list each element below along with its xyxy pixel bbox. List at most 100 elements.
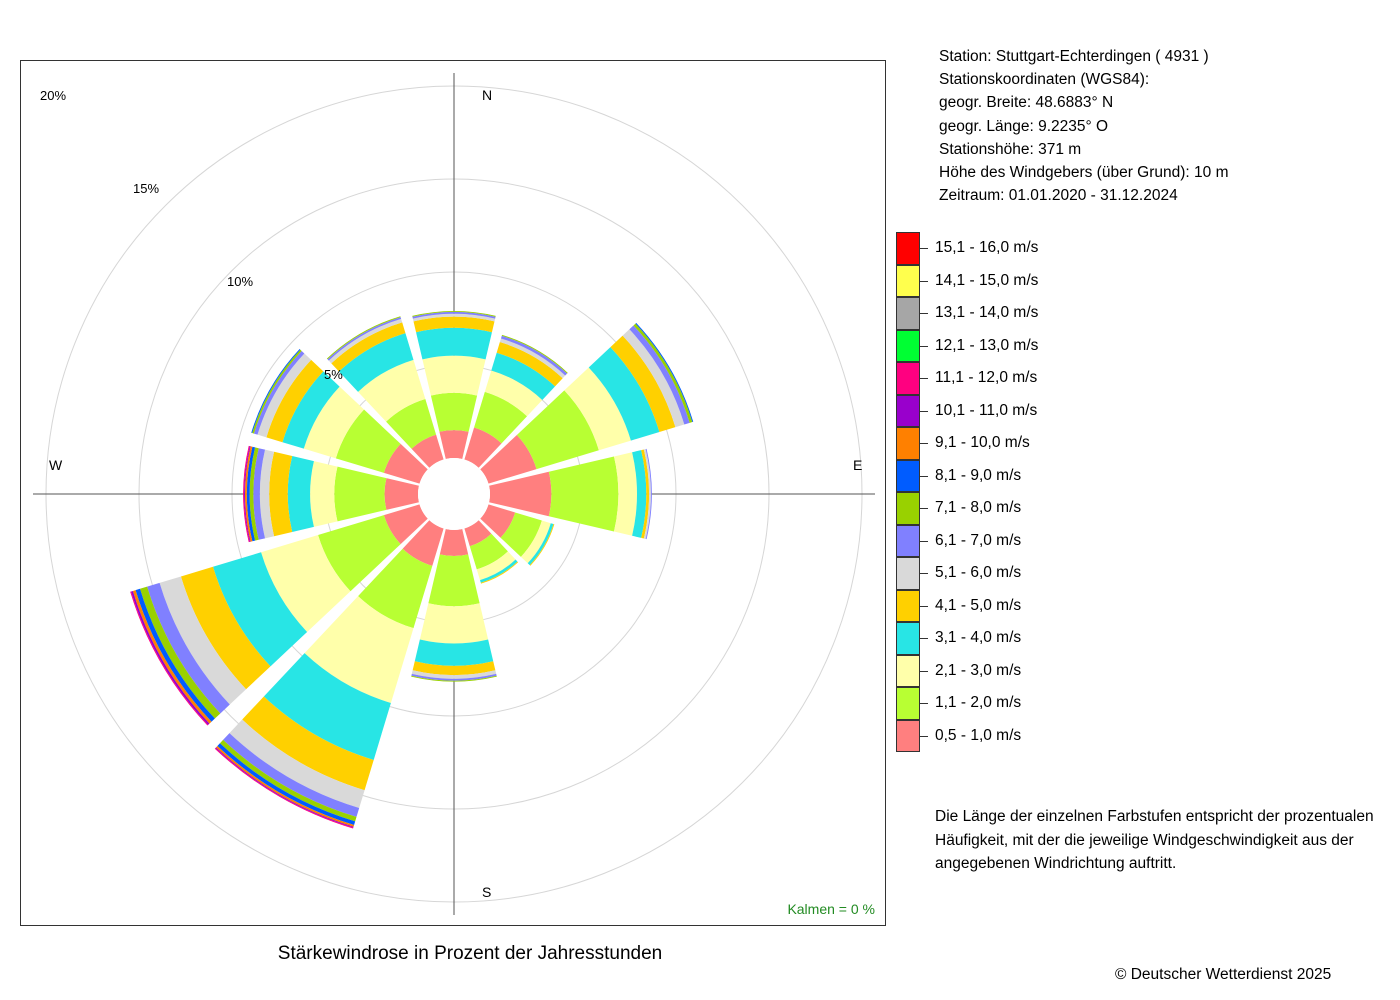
compass-n-label: N — [482, 87, 492, 103]
sector-270-speed-9 — [245, 446, 253, 542]
legend-tick — [920, 345, 928, 347]
sector-180-speed-4 — [412, 661, 496, 676]
sector-210-speed-5 — [229, 719, 365, 809]
legend-label: 1,1 - 2,0 m/s — [935, 694, 1022, 711]
legend-swatch — [896, 557, 920, 590]
sector-0-speed-1 — [430, 392, 478, 432]
legend-swatch — [896, 329, 920, 362]
sector-270-speed-5 — [259, 449, 275, 539]
sector-90-speed-4 — [641, 449, 650, 539]
legend-label: 4,1 - 5,0 m/s — [935, 596, 1022, 614]
sector-60-speed-5 — [622, 329, 685, 428]
sector-30-speed-5 — [499, 338, 566, 379]
legend-label: 7,1 - 8,0 m/s — [935, 499, 1022, 516]
sector-270-speed-7 — [249, 447, 259, 541]
sector-180-speed-1 — [428, 554, 480, 607]
legend-label: 12,1 - 13,0 m/s — [935, 336, 1039, 354]
sector-330 — [326, 316, 444, 468]
sector-330-speed-5 — [328, 318, 403, 364]
sector-270-speed-10 — [244, 446, 251, 542]
sector-0-speed-4 — [413, 316, 495, 333]
compass-e-label: E — [853, 457, 862, 473]
legend-label: 8,1 - 9,0 m/s — [935, 466, 1022, 484]
sector-30-speed-6 — [500, 335, 568, 376]
legend-tick — [920, 410, 928, 412]
sector-300-speed-3 — [282, 371, 340, 449]
explanation-note: Die Länge der einzelnen Farbstufen entsp… — [935, 808, 1374, 872]
sector-120-speed-3 — [527, 523, 554, 566]
station-info: Station: Stuttgart-Echterdingen ( 4931 )… — [939, 45, 1228, 207]
sector-150-speed-3 — [480, 559, 518, 583]
sector-60-speed-4 — [610, 335, 676, 432]
sector-270-speed-8 — [246, 446, 256, 542]
ring-label-20: 20% — [40, 88, 66, 103]
sector-330-speed-1 — [386, 399, 437, 449]
legend-label: 3,1 - 4,0 m/s — [935, 629, 1022, 646]
time-period: Zeitraum: 01.01.2020 - 31.12.2024 — [939, 187, 1178, 205]
compass-w-label: W — [49, 457, 63, 473]
station-coordinates-heading: Stationskoordinaten (WGS84): — [939, 71, 1150, 89]
legend-tick — [920, 605, 928, 607]
labels-layer: N E S W 5% 10% 15% 20% Kalmen = 0 % — [40, 87, 875, 917]
sector-240-speed-7 — [139, 586, 221, 719]
legend-swatch — [896, 427, 920, 460]
sector-60-speed-0 — [480, 434, 537, 484]
legend-swatch — [896, 232, 920, 265]
sector-0-speed-2 — [422, 355, 486, 396]
sector-240-speed-2 — [261, 535, 351, 632]
sector-300-speed-4 — [266, 359, 324, 443]
ring-label-5: 5% — [324, 367, 343, 382]
sector-330-speed-2 — [358, 359, 426, 422]
legend-swatch — [896, 687, 920, 720]
legend-label: 10,1 - 11,0 m/s — [935, 401, 1038, 419]
sector-270-speed-2 — [310, 461, 338, 527]
sector-240-speed-0 — [383, 504, 428, 545]
sector-180-speed-2 — [419, 603, 489, 644]
legend-label: 6,1 - 7,0 m/s — [935, 531, 1022, 549]
ring-label-15: 15% — [133, 181, 159, 196]
sector-90-speed-0 — [489, 471, 552, 517]
sector-300-speed-5 — [257, 353, 312, 438]
sector-210-speed-1 — [358, 548, 433, 629]
sector-90-speed-5 — [643, 449, 651, 539]
sector-180-speed-6 — [411, 673, 497, 681]
sector-210-speed-4 — [242, 696, 374, 791]
station-elevation: Stationshöhe: 371 m — [939, 140, 1082, 158]
sector-90 — [489, 448, 652, 540]
sector-300-speed-2 — [303, 386, 365, 459]
station-longitude: geogr. Länge: 9.2235° O — [939, 117, 1109, 135]
sector-210-speed-2 — [304, 596, 414, 703]
sector-150-speed-1 — [469, 533, 508, 570]
sector-0-speed-7 — [412, 311, 496, 317]
legend-swatch — [896, 362, 920, 395]
sector-300-speed-6 — [253, 350, 305, 435]
wind-rose-chart: N E S W 5% 10% 15% 20% Kalmen = 0 % — [33, 73, 875, 917]
sector-30-speed-3 — [491, 352, 556, 400]
legend-tick — [920, 573, 928, 574]
sector-120 — [480, 504, 555, 566]
station-latitude: geogr. Breite: 48.6883° N — [939, 94, 1114, 112]
legend-swatch — [896, 492, 920, 525]
sector-60-speed-1 — [516, 390, 599, 470]
sector-240-speed-3 — [212, 552, 308, 667]
legend-swatch — [896, 654, 920, 687]
legend-label: 15,1 - 16,0 m/s — [935, 239, 1039, 256]
sector-240 — [130, 504, 428, 726]
sector-210-speed-3 — [263, 653, 391, 760]
compass-s-label: S — [482, 884, 491, 900]
legend-swatch — [896, 264, 920, 297]
sector-300-speed-0 — [383, 443, 428, 484]
sector-330-speed-0 — [411, 434, 444, 468]
legend-label: 13,1 - 14,0 m/s — [935, 304, 1039, 321]
sector-150 — [464, 520, 519, 584]
sector-330-speed-3 — [338, 333, 414, 392]
calm-label: Kalmen = 0 % — [787, 901, 875, 917]
sector-30-speed-2 — [484, 370, 543, 417]
sector-90-speed-6 — [645, 448, 652, 540]
legend-tick — [920, 703, 928, 704]
sector-120-speed-2 — [520, 520, 551, 564]
sector-150-speed-2 — [476, 551, 516, 581]
legend-tick — [920, 670, 928, 672]
legend-tick — [920, 443, 928, 444]
sector-180 — [411, 529, 497, 682]
